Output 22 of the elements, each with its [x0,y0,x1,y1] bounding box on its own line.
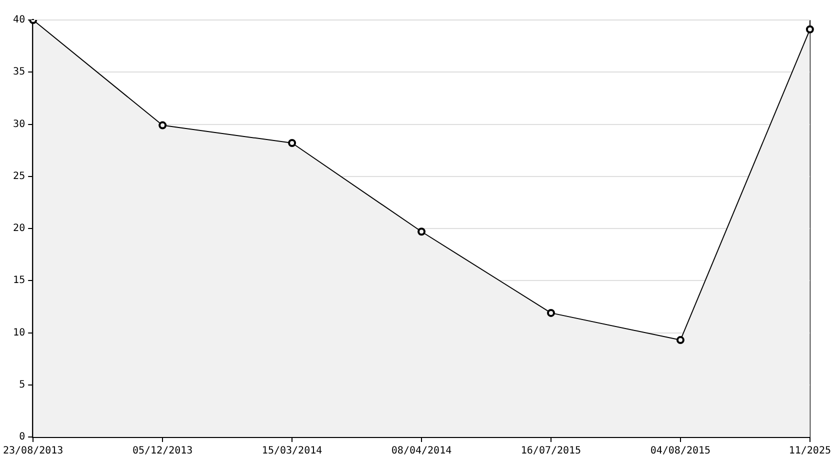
x-tick-label: 23/08/2013 [2,446,64,457]
point [158,121,167,130]
y-tick-label: 0 [19,432,26,443]
y-tick-label: 10 [13,327,26,338]
x-tick-label: 11/2025 [788,446,832,457]
x-tick-label: 08/04/2014 [391,446,452,457]
point [546,308,555,317]
x-tick-label: 15/03/2014 [262,446,322,457]
point [806,25,814,34]
y-tick-label: 20 [13,223,26,234]
point [288,139,296,148]
x-tick-label: 04/08/2015 [650,446,711,457]
point [676,336,684,344]
y-tick-label: 15 [13,275,26,286]
point [418,228,426,236]
y-tick-label: 40 [13,14,26,26]
y-tick-label: 25 [13,170,26,182]
x-tick-label: 05/12/2013 [132,446,193,457]
y-tick-label: 30 [13,118,26,130]
y-tick-label: 5 [19,379,26,390]
y-tick-label: 35 [13,66,26,78]
x-tick-label: 16/07/2015 [520,446,582,457]
